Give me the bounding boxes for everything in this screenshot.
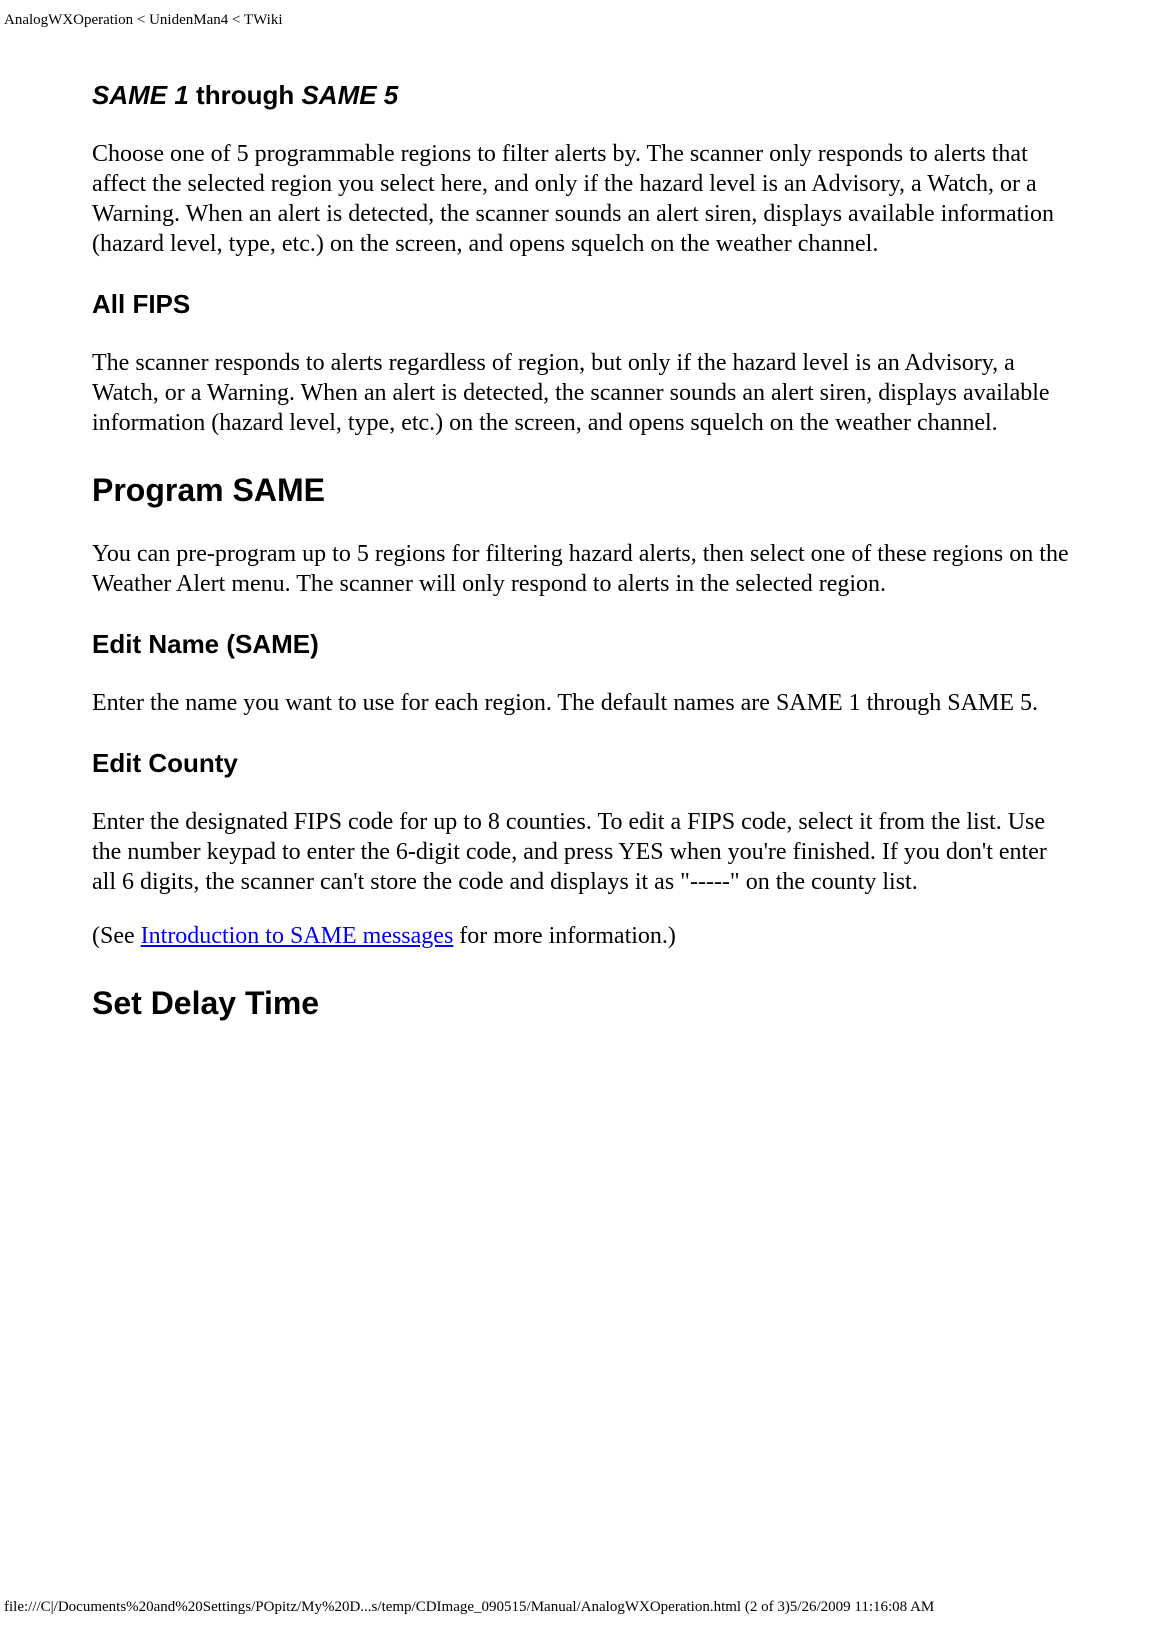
paragraph-program-same: You can pre-program up to 5 regions for … (92, 539, 1071, 599)
content-area: SAME 1 through SAME 5 Choose one of 5 pr… (0, 0, 1163, 1022)
breadcrumb: AnalogWXOperation < UnidenMan4 < TWiki (4, 12, 282, 29)
heading-edit-county: Edit County (92, 748, 1071, 779)
paragraph-edit-name: Enter the name you want to use for each … (92, 688, 1071, 718)
see-suffix: for more information.) (453, 923, 676, 949)
link-intro-same-messages[interactable]: Introduction to SAME messages (141, 923, 454, 949)
heading-edit-name: Edit Name (SAME) (92, 629, 1071, 660)
see-prefix: (See (92, 923, 141, 949)
page: AnalogWXOperation < UnidenMan4 < TWiki S… (0, 0, 1163, 1628)
heading-program-same: Program SAME (92, 472, 1071, 509)
heading-plain-part: through (189, 80, 302, 110)
heading-italic-part1: SAME 1 (92, 80, 189, 110)
heading-set-delay-time: Set Delay Time (92, 985, 1071, 1022)
paragraph-edit-county: Enter the designated FIPS code for up to… (92, 807, 1071, 897)
paragraph-same-1-5: Choose one of 5 programmable regions to … (92, 139, 1071, 259)
heading-same-1-5: SAME 1 through SAME 5 (92, 80, 1071, 111)
paragraph-all-fips: The scanner responds to alerts regardles… (92, 348, 1071, 438)
footer-file-path: file:///C|/Documents%20and%20Settings/PO… (4, 1599, 1159, 1616)
heading-italic-part2: SAME 5 (301, 80, 398, 110)
paragraph-see-link: (See Introduction to SAME messages for m… (92, 921, 1071, 951)
heading-all-fips: All FIPS (92, 289, 1071, 320)
